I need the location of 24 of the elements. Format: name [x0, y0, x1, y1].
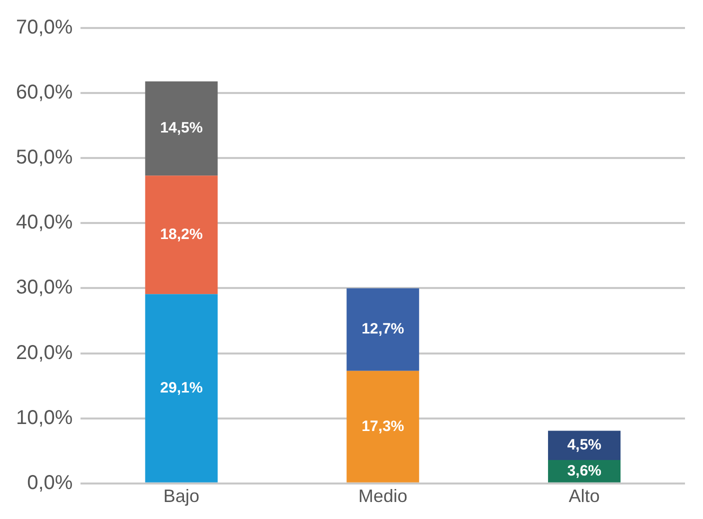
x-tick-label: Alto — [568, 486, 600, 506]
data-label: 3,6% — [567, 462, 602, 480]
bar — [548, 430, 621, 460]
bar — [346, 288, 420, 371]
data-label: 17,3% — [362, 418, 404, 435]
data-label: 12,7% — [362, 320, 404, 338]
data-label: 4,5% — [567, 436, 602, 454]
bar — [145, 294, 218, 482]
bar — [145, 81, 218, 176]
bar — [346, 370, 420, 482]
data-label: 29,1% — [160, 379, 203, 396]
data-label: 14,5% — [160, 120, 203, 137]
y-tick-label: 60,0% — [16, 82, 73, 104]
bar — [145, 176, 218, 294]
y-tick-label: 20,0% — [16, 342, 73, 364]
y-tick-label: 30,0% — [16, 276, 73, 299]
y-tick-label: 10,0% — [16, 406, 73, 429]
y-tick-label: 70,0% — [16, 16, 73, 39]
y-tick-label: 0,0% — [27, 472, 73, 494]
x-tick-label: Medio — [358, 486, 408, 506]
y-tick-label: 40,0% — [16, 212, 73, 234]
data-label: 18,2% — [160, 226, 203, 244]
x-tick-label: Bajo — [163, 486, 200, 506]
y-tick-label: 50,0% — [16, 146, 73, 169]
